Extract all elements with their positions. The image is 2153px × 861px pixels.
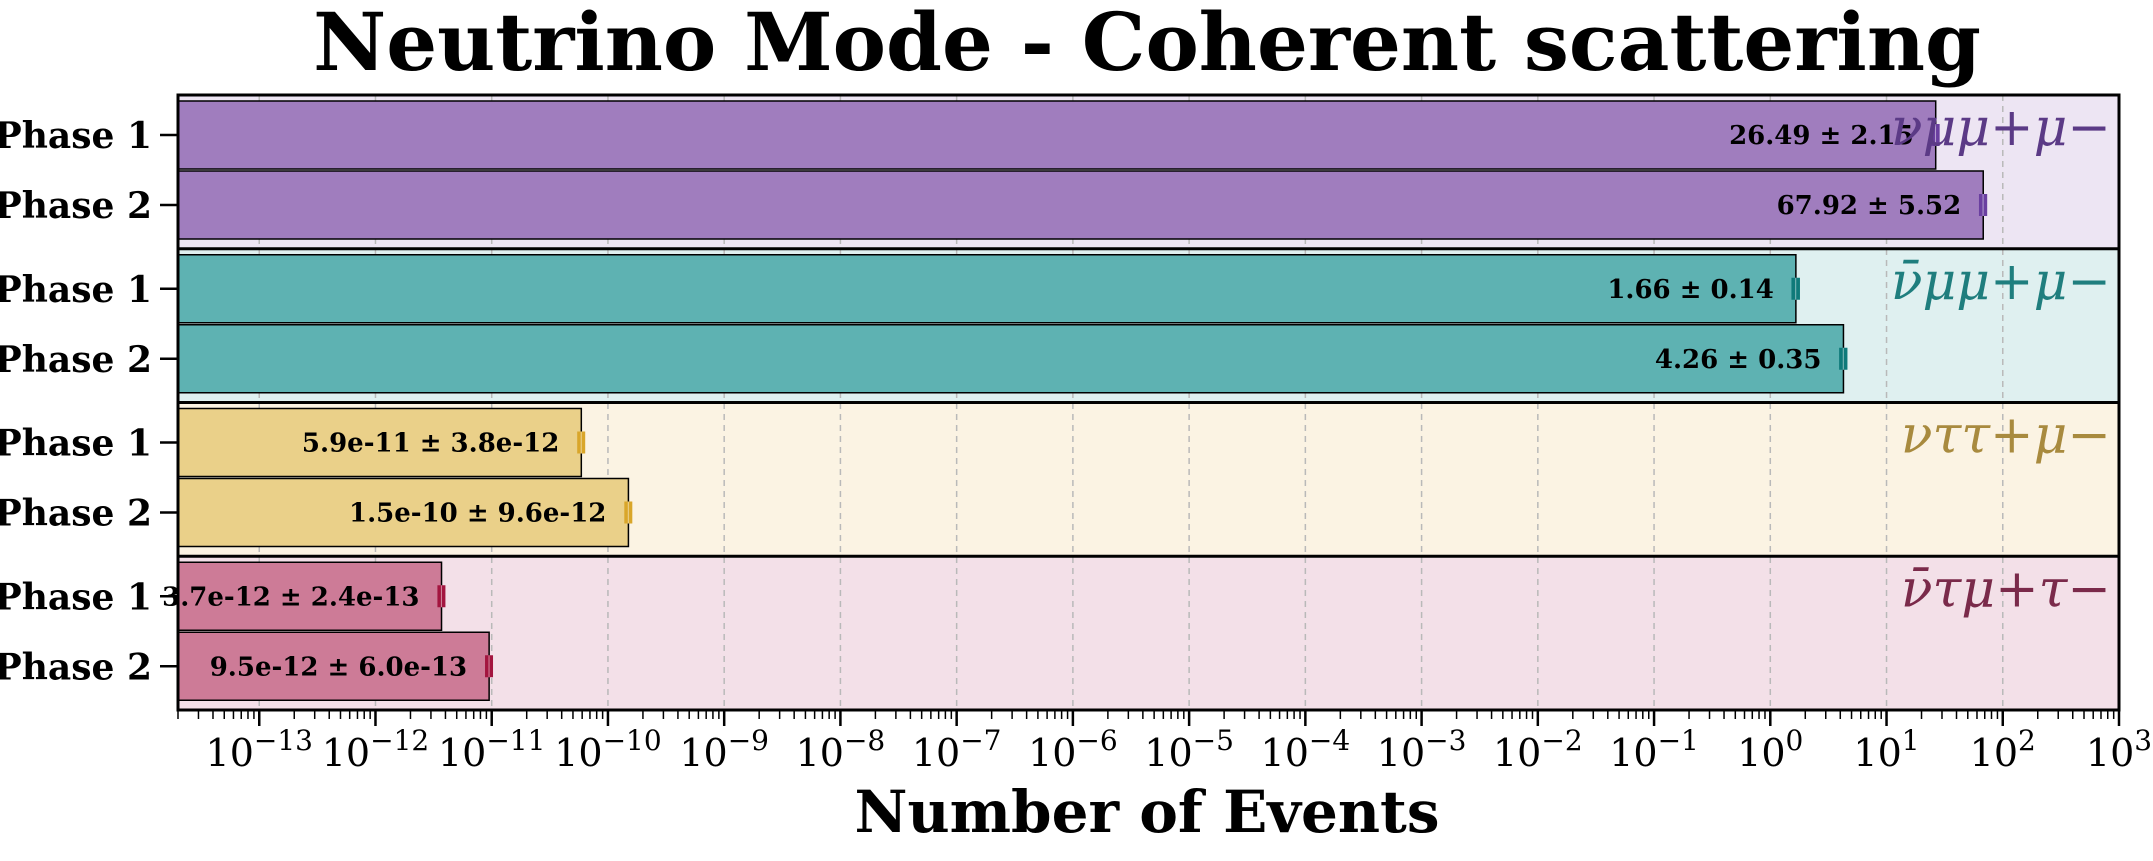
error-bars — [437, 124, 1988, 678]
y-tick-label: Phase 2 — [0, 185, 152, 227]
y-tick-label: Phase 2 — [0, 493, 152, 535]
group-label: νττ+μ− — [1901, 406, 2111, 466]
x-tick-label: 100 — [1737, 724, 1803, 775]
value-label: 4.26 ± 0.35 — [1655, 345, 1822, 375]
value-label: 3.7e-12 ± 2.4e-13 — [162, 582, 419, 612]
y-tick-label: Phase 1 — [0, 115, 152, 157]
y-tick-label: Phase 2 — [0, 646, 152, 688]
x-tick-label: 10−1 — [1609, 724, 1699, 775]
value-label: 9.5e-12 ± 6.0e-13 — [210, 652, 467, 682]
data-bar — [177, 324, 1845, 394]
x-tick-label: 103 — [2086, 724, 2152, 775]
x-tick-label: 101 — [1853, 724, 1919, 775]
x-tick-label: 10−4 — [1261, 724, 1351, 775]
value-label: 1.5e-10 ± 9.6e-12 — [349, 499, 606, 529]
data-bar — [177, 100, 1937, 170]
x-axis-ticks: 10−13 10−12 10−11 10−10 10−9 10−8 10−7 10−6 10−5… — [177, 710, 2152, 775]
y-tick-label: Phase 1 — [0, 423, 152, 465]
x-tick-label: 10−9 — [679, 724, 769, 775]
x-tick-label: 10−11 — [438, 724, 545, 775]
x-tick-label: 10−10 — [554, 724, 661, 775]
group-background — [178, 556, 2119, 710]
value-labels: 26.49 ± 2.15 67.92 ± 5.52 1.66 ± 0.14 4.26 … — [162, 121, 1961, 682]
y-tick-label: Phase 1 — [0, 576, 152, 618]
x-tick-label: 10−6 — [1028, 724, 1118, 775]
x-tick-label: 10−2 — [1493, 724, 1583, 775]
group-label: ν̄μμ+μ− — [1891, 252, 2111, 312]
x-tick-label: 10−3 — [1377, 724, 1467, 775]
group-label: νμμ+μ− — [1891, 98, 2111, 158]
x-tick-label: 102 — [1970, 724, 2036, 775]
value-label: 1.66 ± 0.14 — [1607, 275, 1774, 305]
group-labels: νμμ+μ− ν̄μμ+μ− νττ+μ− ν̄τμ+τ− — [1891, 98, 2111, 619]
x-tick-label: 10−5 — [1144, 724, 1234, 775]
value-label: 67.92 ± 5.52 — [1777, 191, 1962, 221]
y-tick-label: Phase 2 — [0, 339, 152, 381]
bar-series — [177, 100, 1984, 701]
group-label: ν̄τμ+τ− — [1901, 559, 2111, 619]
data-bar — [177, 631, 490, 701]
y-tick-label: Phase 1 — [0, 269, 152, 311]
value-label: 5.9e-11 ± 3.8e-12 — [302, 429, 559, 459]
data-bar — [177, 170, 1984, 240]
y-axis-ticks: Phase 1 Phase 2 Phase 1 Phase 2 Phase 1 Phase… — [0, 115, 178, 688]
x-tick-label: 10−7 — [912, 724, 1002, 775]
x-axis-label: Number of Events — [854, 778, 1439, 846]
x-tick-label: 10−13 — [206, 724, 313, 775]
data-bar — [177, 477, 630, 548]
plot-frame — [176, 93, 2121, 712]
x-tick-label: 10−12 — [322, 724, 429, 775]
chart-title: Neutrino Mode - Coherent scattering — [313, 0, 1981, 89]
data-bar — [177, 254, 1797, 324]
x-tick-label: 10−8 — [796, 724, 886, 775]
value-label: 26.49 ± 2.15 — [1729, 121, 1914, 151]
group-separators — [178, 247, 2119, 558]
